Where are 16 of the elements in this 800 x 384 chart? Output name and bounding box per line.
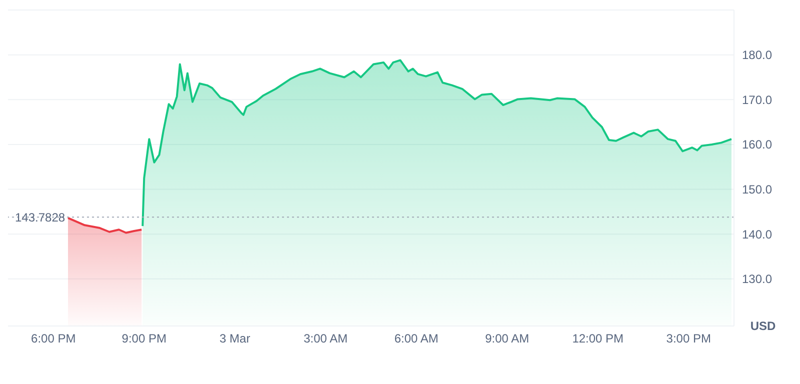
y-tick-label: 160.0 xyxy=(742,138,772,152)
x-tick-label: 3 Mar xyxy=(220,332,250,346)
x-tick-label: 12:00 PM xyxy=(572,332,624,346)
y-tick-label: 150.0 xyxy=(742,182,772,197)
y-tick-label: 180.0 xyxy=(742,48,772,62)
y-tick-label: 170.0 xyxy=(742,92,772,107)
x-tick-label: 6:00 AM xyxy=(394,332,438,346)
y-tick-label: 140.0 xyxy=(742,227,772,242)
x-tick-label: 9:00 AM xyxy=(485,332,530,346)
x-tick-label: 9:00 PM xyxy=(122,332,166,346)
y-tick-label: 130.0 xyxy=(742,272,772,286)
x-tick-label: 3:00 AM xyxy=(304,332,348,346)
y-axis-title: USD xyxy=(750,319,776,333)
ref-line-label: 143.7828 xyxy=(15,210,66,224)
x-tick-label: 3:00 PM xyxy=(666,332,711,346)
x-tick-label: 6:00 PM xyxy=(31,332,76,346)
